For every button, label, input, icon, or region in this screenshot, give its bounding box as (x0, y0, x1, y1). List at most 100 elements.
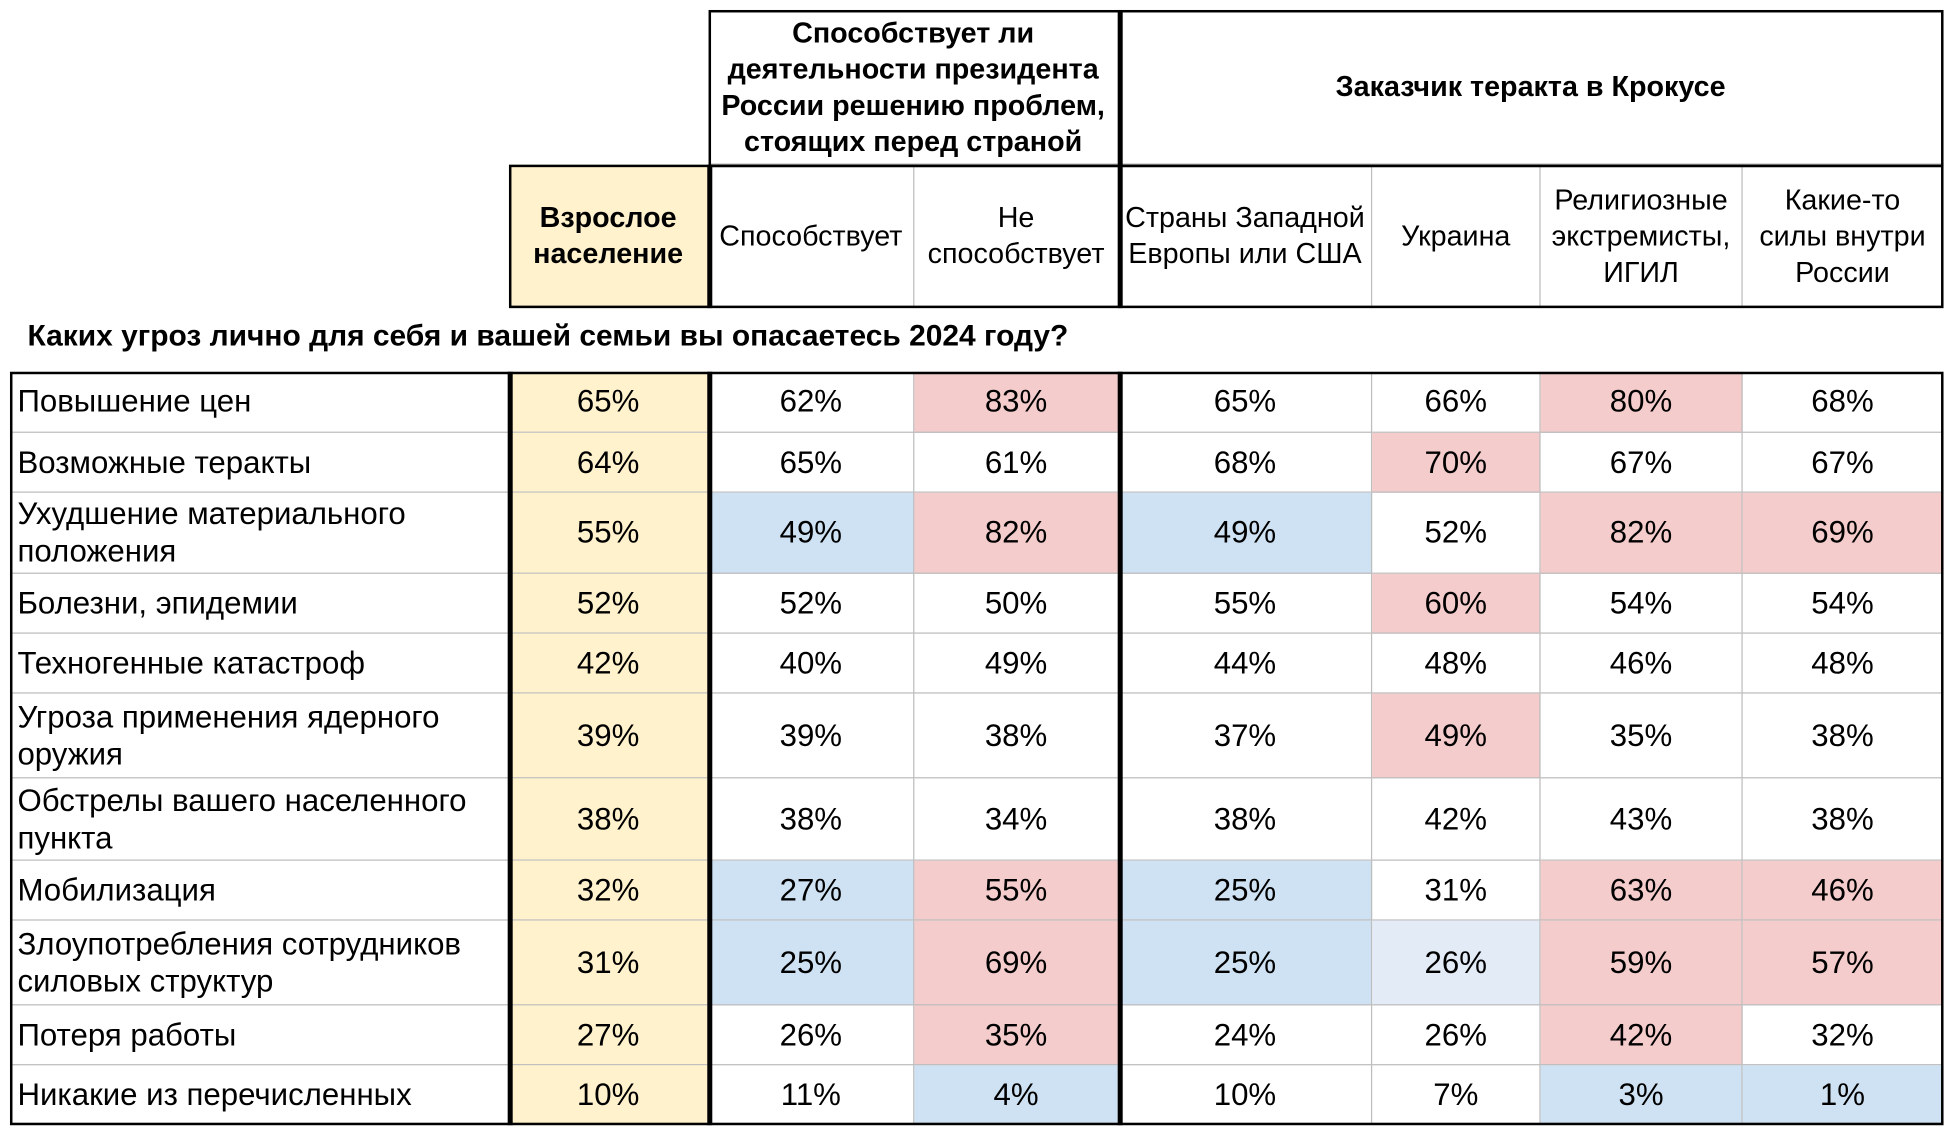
group-title: Заказчик теракта в Крокусе (1118, 9, 1944, 165)
cell: 31% (1372, 860, 1541, 921)
row-label: Никакие из перечисленных (9, 1065, 509, 1126)
cell: 3% (1540, 1065, 1743, 1126)
cell: 63% (1540, 860, 1743, 921)
cell: 82% (914, 492, 1119, 574)
row-label: Ухудшение материального положения (9, 492, 509, 574)
cell: 82% (1540, 492, 1743, 574)
column-header: Способствует (708, 164, 915, 309)
cell: 1% (1742, 1065, 1944, 1126)
row-label: Повышение цен (9, 371, 509, 433)
row-label: Злоупотребления сотрудников силовых стру… (9, 920, 509, 1006)
cell: 43% (1540, 778, 1743, 861)
cell: 55% (1118, 573, 1373, 634)
cell: 68% (1118, 432, 1373, 493)
cell: 26% (1372, 920, 1541, 1006)
row-label: Угроза применения ядерного оружия (9, 693, 509, 779)
cell: 60% (1372, 573, 1541, 634)
cell: 35% (1540, 693, 1743, 779)
cell: 67% (1540, 432, 1743, 493)
cell: 65% (708, 432, 915, 493)
row-label: Мобилизация (9, 860, 509, 921)
row-label: Техногенные катастроф (9, 633, 509, 694)
cell: 25% (1118, 920, 1373, 1006)
row-label: Возможные теракты (9, 432, 509, 493)
cell: 52% (508, 573, 709, 634)
cell: 55% (914, 860, 1119, 921)
cell: 49% (708, 492, 915, 574)
cell: 35% (914, 1005, 1119, 1066)
cell: 38% (1742, 693, 1944, 779)
cell: 46% (1540, 633, 1743, 694)
cell: 38% (508, 778, 709, 861)
column-header: Религиозные экстремисты, ИГИЛ (1540, 164, 1743, 309)
cell: 50% (914, 573, 1119, 634)
row-label: Обстрелы вашего населенного пункта (9, 778, 509, 861)
cell: 67% (1742, 432, 1944, 493)
cell: 69% (1742, 492, 1944, 574)
cell: 83% (914, 371, 1119, 433)
column-header: Какие-то силы внутри России (1742, 164, 1944, 309)
cell: 66% (1372, 371, 1541, 433)
cell: 54% (1540, 573, 1743, 634)
cell: 52% (708, 573, 915, 634)
cell: 32% (508, 860, 709, 921)
cell: 37% (1118, 693, 1373, 779)
cell: 38% (1742, 778, 1944, 861)
cell: 39% (508, 693, 709, 779)
column-header: Страны Западной Европы или США (1118, 164, 1373, 309)
cell: 55% (508, 492, 709, 574)
row-label: Болезни, эпидемии (9, 573, 509, 634)
cell: 68% (1742, 371, 1944, 433)
question: Каких угроз лично для себя и вашей семьи… (27, 319, 1069, 354)
cell: 26% (708, 1005, 915, 1066)
cell: 38% (914, 693, 1119, 779)
cell: 42% (508, 633, 709, 694)
cell: 38% (1118, 778, 1373, 861)
cell: 26% (1372, 1005, 1541, 1066)
cell: 48% (1372, 633, 1541, 694)
cell: 48% (1742, 633, 1944, 694)
cell: 39% (708, 693, 915, 779)
cell: 49% (1372, 693, 1541, 779)
group-title: Способствует ли деятельности президента … (708, 9, 1119, 165)
cell: 11% (708, 1065, 915, 1126)
cell: 62% (708, 371, 915, 433)
column-header: Не способствует (914, 164, 1119, 309)
cell: 25% (1118, 860, 1373, 921)
cell: 7% (1372, 1065, 1541, 1126)
cell: 49% (1118, 492, 1373, 574)
cell: 59% (1540, 920, 1743, 1006)
cell: 10% (508, 1065, 709, 1126)
cell: 10% (1118, 1065, 1373, 1126)
cell: 65% (508, 371, 709, 433)
cell: 52% (1372, 492, 1541, 574)
cell: 69% (914, 920, 1119, 1006)
cell: 44% (1118, 633, 1373, 694)
cell: 25% (708, 920, 915, 1006)
column-header: Украина (1372, 164, 1541, 309)
cell: 70% (1372, 432, 1541, 493)
cell: 32% (1742, 1005, 1944, 1066)
cell: 31% (508, 920, 709, 1006)
row-label: Потеря работы (9, 1005, 509, 1066)
cell: 80% (1540, 371, 1743, 433)
cell: 42% (1372, 778, 1541, 861)
cell: 4% (914, 1065, 1119, 1126)
cell: 46% (1742, 860, 1944, 921)
cell: 61% (914, 432, 1119, 493)
cell: 40% (708, 633, 915, 694)
cell: 65% (1118, 371, 1373, 433)
cell: 54% (1742, 573, 1944, 634)
cell: 38% (708, 778, 915, 861)
cell: 42% (1540, 1005, 1743, 1066)
cell: 24% (1118, 1005, 1373, 1066)
cell: 64% (508, 432, 709, 493)
cell: 27% (508, 1005, 709, 1066)
cell: 49% (914, 633, 1119, 694)
cell: 34% (914, 778, 1119, 861)
column-header: Взрослое население (508, 164, 709, 309)
cell: 57% (1742, 920, 1944, 1006)
cell: 27% (708, 860, 915, 921)
